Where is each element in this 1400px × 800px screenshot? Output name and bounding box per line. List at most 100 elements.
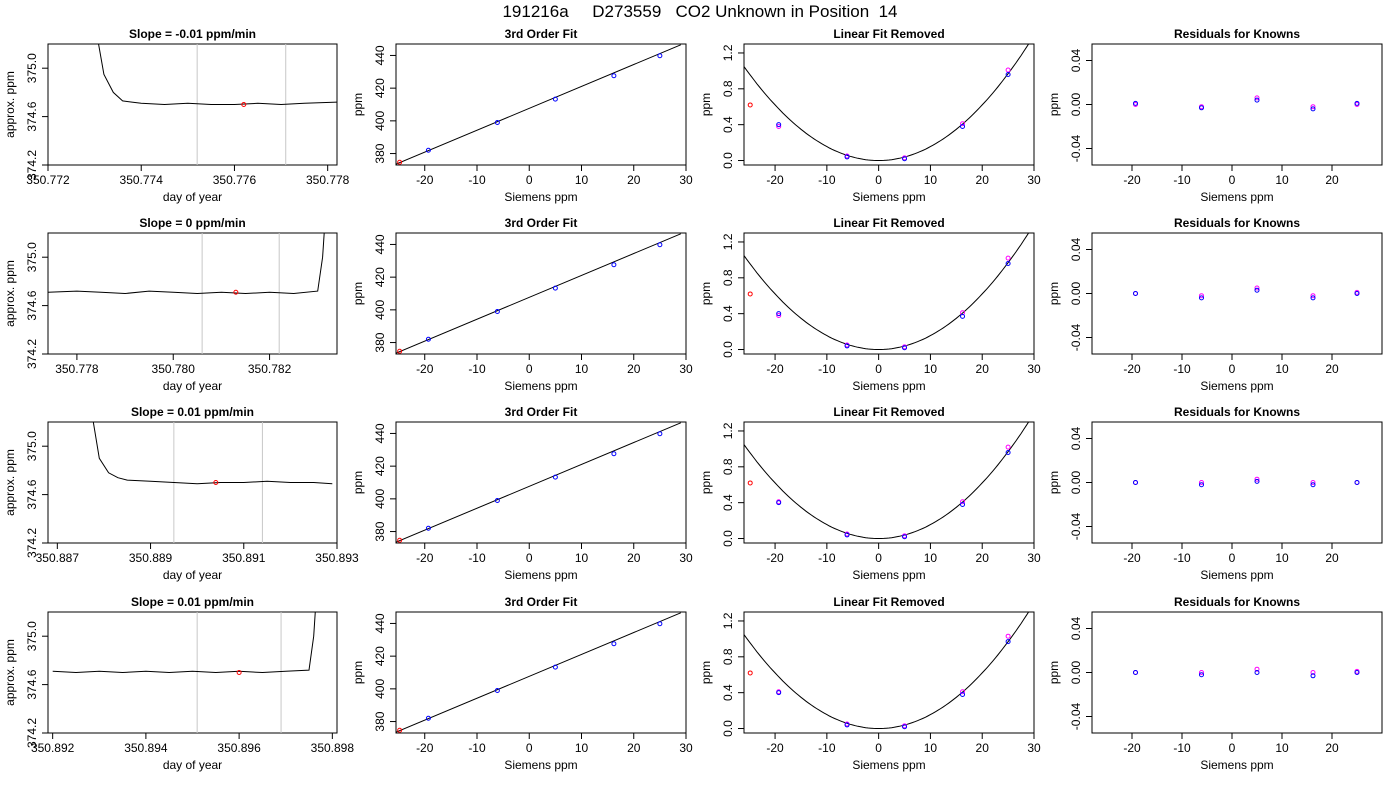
known-point	[611, 641, 617, 647]
panel-title: Linear Fit Removed	[833, 216, 944, 230]
y-axis-label: ppm	[1047, 471, 1061, 494]
y-tick-label: 0.8	[721, 80, 735, 97]
known-point	[552, 96, 558, 102]
x-axis-label: Siemens ppm	[1200, 758, 1273, 772]
x-tick-label: 30	[679, 173, 693, 187]
y-tick-label: 380	[373, 521, 387, 541]
plot-area	[1133, 95, 1360, 112]
y-tick-label: 374.6	[25, 101, 39, 131]
series-line	[52, 612, 316, 674]
unknown-point	[747, 291, 753, 297]
residual-point-alt	[1199, 293, 1204, 299]
x-tick-label: 350.772	[26, 173, 70, 187]
plot-area	[396, 612, 681, 733]
residual-point	[1199, 295, 1204, 301]
x-tick-label: 350.780	[152, 362, 196, 376]
x-tick-label: 20	[627, 362, 641, 376]
known-measured-point	[1005, 444, 1011, 450]
x-tick-label: -10	[818, 173, 836, 187]
y-tick-label: -0.04	[1069, 324, 1083, 352]
y-axis-label: approx. ppm	[3, 71, 17, 138]
y-axis-label: approx. ppm	[3, 639, 17, 706]
y-tick-label: 380	[373, 711, 387, 731]
x-tick-label: 350.782	[248, 362, 292, 376]
residual-point	[1133, 100, 1138, 106]
residual-point-alt	[1310, 480, 1316, 485]
y-tick-label: 1.2	[721, 233, 735, 250]
known-fit-point	[776, 122, 782, 128]
x-tick-label: 0	[875, 741, 882, 755]
x-tick-label: 10	[1275, 741, 1289, 755]
known-point	[657, 621, 663, 627]
x-tick-label: 0	[1229, 362, 1236, 376]
y-axis-label: ppm	[699, 661, 713, 684]
x-tick-label: 30	[679, 551, 693, 565]
residual-point	[1354, 291, 1360, 296]
panel-res-3: Residuals for Knowns Siemens ppm ppm -20 -10…	[1047, 405, 1383, 582]
x-tick-label: 350.776	[213, 173, 257, 187]
known-point	[425, 147, 431, 153]
x-tick-label: -20	[416, 173, 434, 187]
known-fit-point	[902, 345, 908, 351]
x-tick-label: -10	[1173, 362, 1191, 376]
plot-frame	[395, 43, 687, 166]
known-fit-point	[1005, 260, 1011, 266]
fit-line	[396, 422, 681, 543]
y-axis-label: approx. ppm	[3, 260, 17, 327]
x-tick-label: 10	[924, 741, 938, 755]
unknown-point	[397, 537, 403, 543]
plot-frame	[47, 232, 338, 355]
residual-point	[1310, 673, 1316, 679]
unknown-point	[397, 348, 403, 354]
x-tick-label: 350.778	[306, 173, 350, 187]
x-tick-label: 20	[1325, 551, 1339, 565]
panel-time-1: Slope = -0.01 ppm/min day of year approx. …	[3, 27, 350, 204]
panel-fit-2: 3rd Order Fit Siemens ppm ppm -20 -10 0 10 20 30…	[351, 216, 693, 393]
plot-frame	[1091, 611, 1383, 734]
x-tick-label: 20	[627, 173, 641, 187]
known-measured-point	[776, 312, 782, 318]
residual-point-alt	[1199, 670, 1204, 675]
residual-point	[1354, 670, 1360, 675]
residual-point	[1199, 482, 1204, 488]
x-tick-label: 20	[1325, 173, 1339, 187]
known-point	[494, 119, 500, 125]
known-measured-point	[776, 123, 782, 129]
y-tick-label: 0.0	[721, 720, 735, 737]
residual-point	[1254, 97, 1260, 103]
x-tick-label: -20	[766, 551, 784, 565]
residual-point-alt	[1310, 293, 1316, 299]
x-tick-label: 350.891	[222, 551, 266, 565]
panel-title: Linear Fit Removed	[833, 595, 944, 609]
unknown-point	[747, 670, 753, 676]
known-fit-point	[776, 500, 782, 506]
x-tick-label: 20	[976, 741, 990, 755]
residual-point-alt	[1310, 104, 1316, 110]
x-axis-label: Siemens ppm	[852, 568, 925, 582]
x-tick-label: 30	[1027, 551, 1041, 565]
y-tick-label: 0.00	[1069, 92, 1083, 116]
x-tick-label: 0	[875, 173, 882, 187]
y-tick-label: 380	[373, 143, 387, 163]
y-tick-label: 375.0	[25, 431, 39, 461]
y-tick-label: 0.4	[721, 305, 735, 322]
known-point	[611, 451, 617, 457]
x-tick-label: 10	[1275, 173, 1289, 187]
plot-frame	[395, 232, 687, 355]
residual-point-alt	[1254, 95, 1260, 101]
x-axis-label: Siemens ppm	[504, 379, 577, 393]
plot-area	[1133, 285, 1360, 301]
panel-time-4: Slope = 0.01 ppm/min day of year approx. p…	[3, 595, 354, 772]
known-fit-point	[902, 156, 908, 162]
y-tick-label: 374.2	[25, 339, 39, 369]
plot-area	[1133, 476, 1360, 488]
y-axis-label: ppm	[351, 282, 365, 305]
plot-area	[744, 44, 1030, 162]
x-tick-label: -20	[1123, 551, 1141, 565]
x-tick-label: -20	[766, 173, 784, 187]
y-tick-label: 380	[373, 332, 387, 352]
x-tick-label: -10	[818, 362, 836, 376]
x-tick-label: 350.889	[129, 551, 173, 565]
unknown-point	[233, 289, 239, 295]
x-tick-label: 10	[575, 173, 589, 187]
